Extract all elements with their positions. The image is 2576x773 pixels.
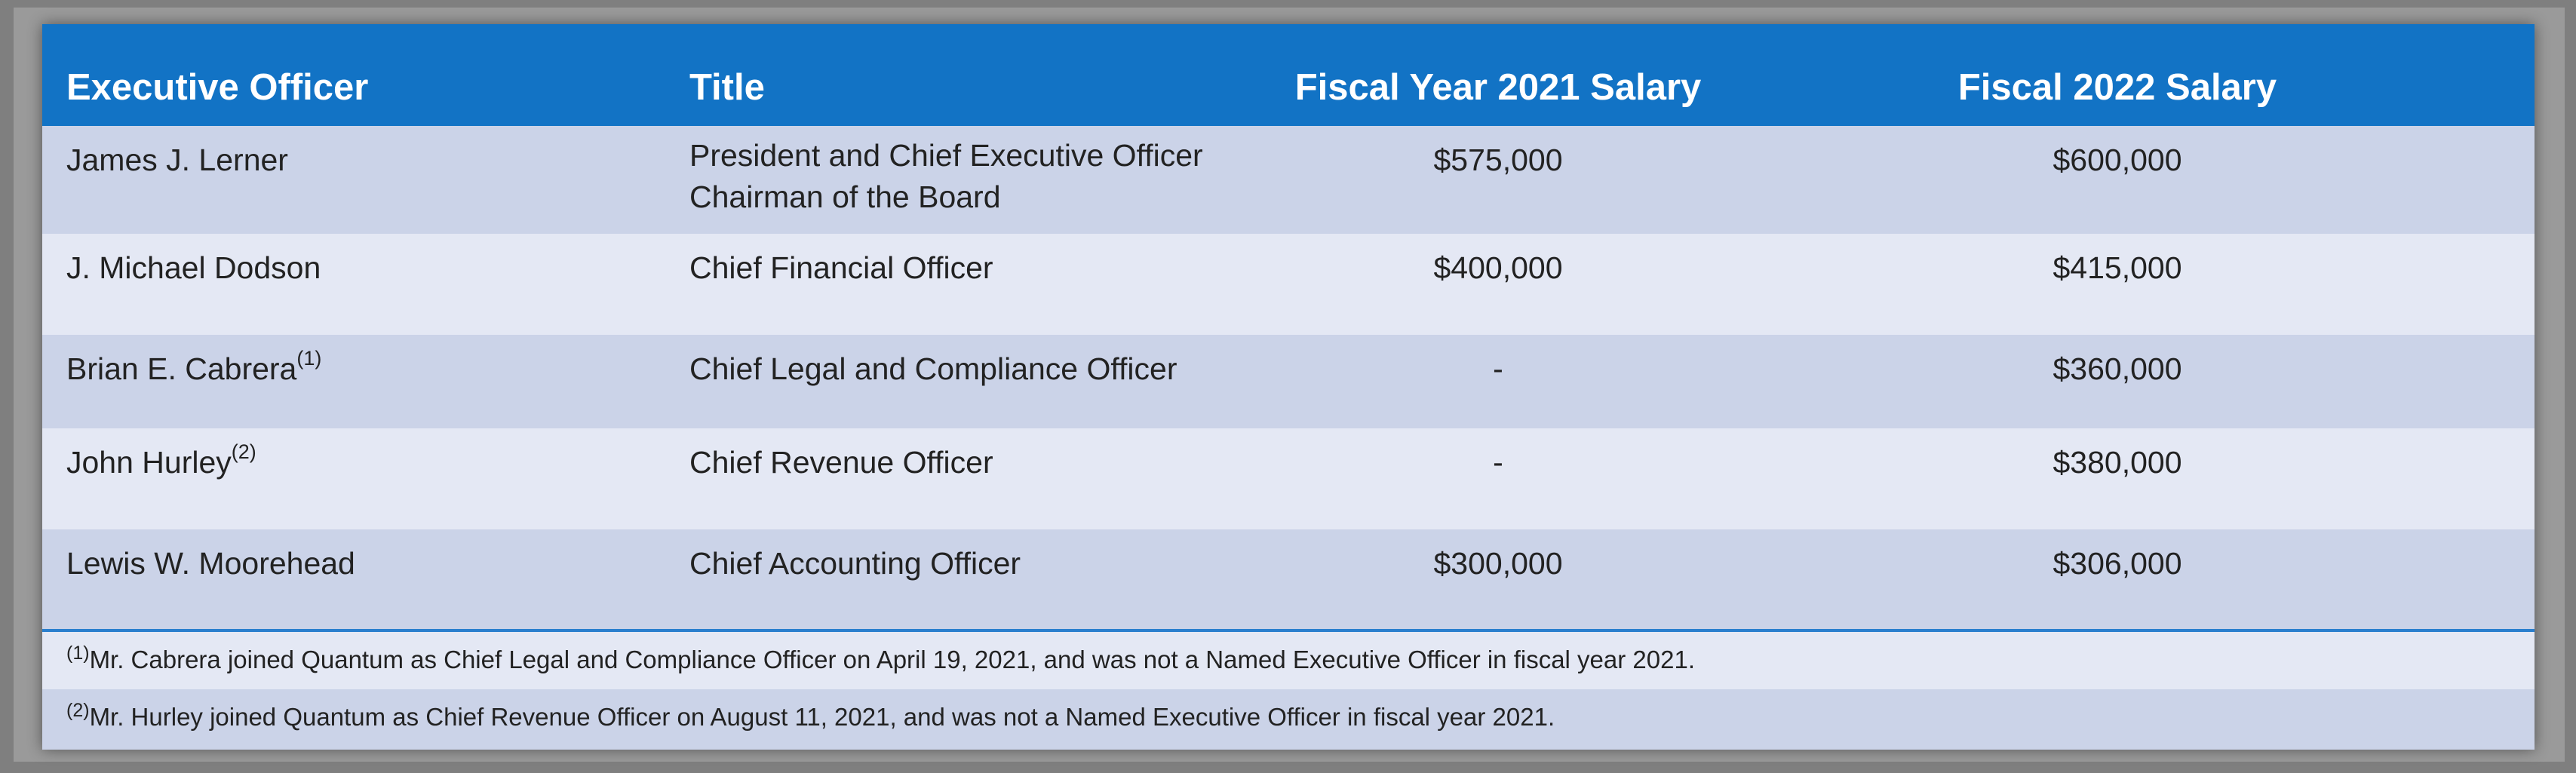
fy2021-salary: $300,000 bbox=[1433, 546, 1563, 581]
footnote-text: (2)Mr. Hurley joined Quantum as Chief Re… bbox=[66, 700, 1555, 731]
footnote-marker: (1) bbox=[296, 347, 322, 370]
officer-title: Chief Accounting Officer bbox=[689, 546, 1021, 581]
table-row: J. Michael Dodson Chief Financial Office… bbox=[42, 234, 2535, 335]
footnote-text: (1)Mr. Cabrera joined Quantum as Chief L… bbox=[66, 643, 1695, 673]
table-header: Executive Officer Title Fiscal Year 2021… bbox=[42, 24, 2535, 126]
footnote-marker: (2) bbox=[231, 440, 256, 463]
footnote-marker: (2) bbox=[66, 700, 90, 721]
footnote-marker: (1) bbox=[66, 643, 90, 664]
officer-name: Brian E. Cabrera(1) bbox=[66, 347, 322, 386]
footnote-divider bbox=[42, 629, 2535, 632]
footnote-1: (1)Mr. Cabrera joined Quantum as Chief L… bbox=[42, 632, 2535, 689]
officer-title: Chief Legal and Compliance Officer bbox=[689, 351, 1177, 386]
fy2022-salary: $600,000 bbox=[2053, 143, 2182, 177]
table-row: Brian E. Cabrera(1) Chief Legal and Comp… bbox=[42, 335, 2535, 428]
fy2022-salary: $306,000 bbox=[2053, 546, 2182, 581]
officer-name: J. Michael Dodson bbox=[66, 250, 321, 285]
officer-name: Lewis W. Moorehead bbox=[66, 546, 355, 581]
fy2022-salary: $360,000 bbox=[2053, 351, 2182, 386]
header-fy2021-salary: Fiscal Year 2021 Salary bbox=[1294, 67, 1702, 108]
fy2022-salary: $415,000 bbox=[2053, 250, 2182, 285]
fy2021-salary: - bbox=[1493, 351, 1503, 386]
footnote-2: (2)Mr. Hurley joined Quantum as Chief Re… bbox=[42, 689, 2535, 750]
header-fy2022-salary: Fiscal 2022 Salary bbox=[1957, 67, 2277, 108]
header-title: Title bbox=[689, 67, 765, 108]
fy2021-salary: $400,000 bbox=[1433, 250, 1563, 285]
salary-table: Executive Officer Title Fiscal Year 2021… bbox=[42, 24, 2535, 750]
table-row: Lewis W. Moorehead Chief Accounting Offi… bbox=[42, 529, 2535, 629]
fy2022-salary: $380,000 bbox=[2053, 445, 2182, 480]
table-row: John Hurley(2) Chief Revenue Officer - $… bbox=[42, 428, 2535, 529]
fy2021-salary: - bbox=[1493, 445, 1503, 480]
officer-title: President and Chief Executive Officer Ch… bbox=[689, 138, 1203, 214]
officer-name: James J. Lerner bbox=[66, 143, 288, 177]
officer-title: Chief Financial Officer bbox=[689, 250, 993, 285]
officer-name: John Hurley(2) bbox=[66, 440, 256, 480]
table-row: James J. Lerner President and Chief Exec… bbox=[42, 126, 2535, 234]
officer-title: Chief Revenue Officer bbox=[689, 445, 993, 480]
header-executive-officer: Executive Officer bbox=[66, 67, 369, 108]
fy2021-salary: $575,000 bbox=[1433, 143, 1563, 177]
